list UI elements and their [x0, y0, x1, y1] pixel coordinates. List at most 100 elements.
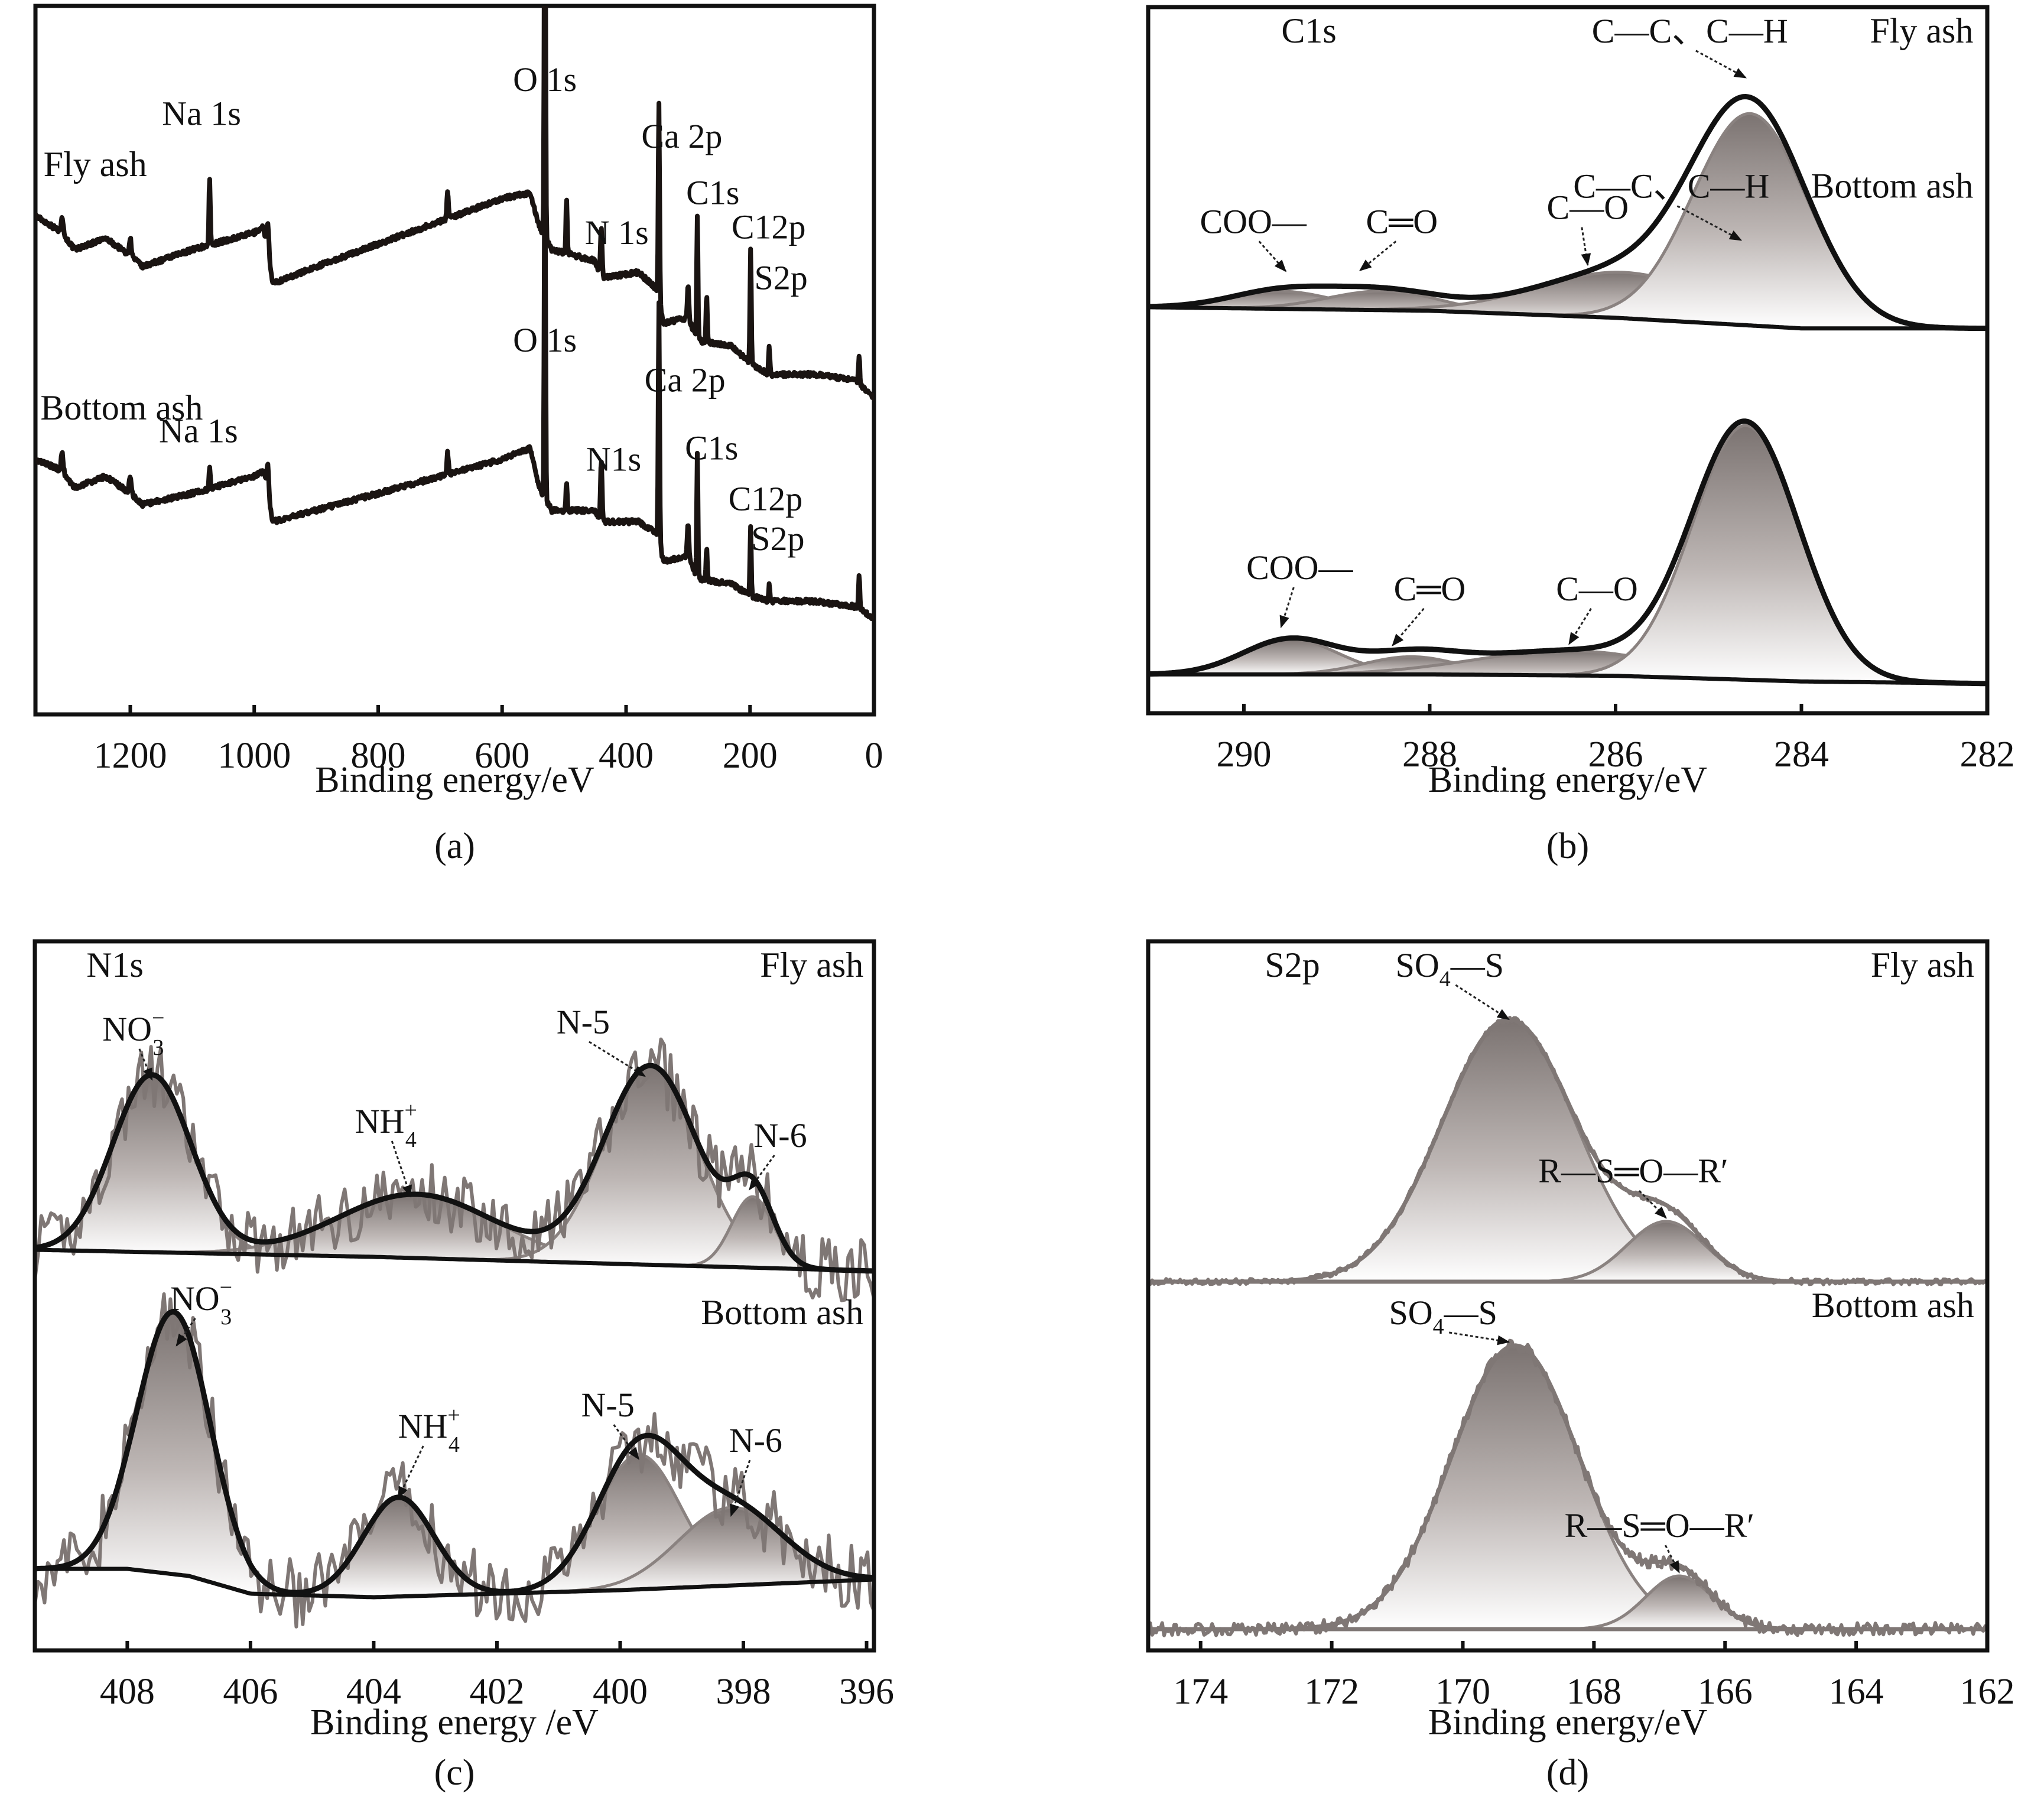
peak-label-n-6: N-6 — [729, 1421, 782, 1460]
x-tick-label: 170 — [1435, 1672, 1490, 1712]
series-fly-ash — [37, 1037, 872, 1302]
annotation-arrow — [1359, 240, 1397, 272]
annotation-arrow — [1258, 240, 1287, 272]
annotation-arrow — [1448, 1331, 1510, 1346]
x-tick-label: 396 — [839, 1672, 894, 1712]
peak-label-na-1s: Na 1s — [162, 94, 241, 132]
panel-a: 1200 1000 800 600 400 200 0 Binding energy/eV (a… — [33, 4, 883, 866]
annotation-arrow — [749, 1155, 775, 1191]
peak-label-c12p: C12p — [732, 207, 806, 246]
peak-label-ca-2p: Ca 2p — [641, 117, 722, 155]
x-tick-label: 1200 — [93, 736, 167, 776]
plot-area — [37, 1037, 872, 1629]
peak-label-c-o: C—O — [1547, 188, 1629, 227]
panel-c: 408 406 404 402 400 398 396 Binding energy /eV (… — [33, 939, 894, 1793]
sample-label-fly-ash: Fly ash — [44, 145, 147, 184]
fit-envelope — [37, 1062, 872, 1274]
x-tick-label: 402 — [469, 1672, 524, 1712]
series-fly-ash — [1150, 1015, 1985, 1286]
peak-label-n-6: N-6 — [753, 1116, 807, 1155]
annotation-arrow — [176, 1318, 196, 1347]
x-tick-label: 400 — [599, 736, 654, 776]
x-tick-label: 398 — [716, 1672, 771, 1712]
plot-area — [1150, 1015, 1985, 1637]
annotation-arrow — [1279, 587, 1295, 629]
annotation-arrow — [730, 1460, 751, 1517]
sample-label-bottom-ash: Bottom ash — [1811, 167, 1973, 206]
x-tick-label: 800 — [350, 736, 405, 776]
x-tick-label: 404 — [346, 1672, 401, 1712]
x-tick-label: 174 — [1173, 1672, 1228, 1712]
peak-label-s2p: S2p — [751, 519, 804, 558]
plot-frame — [1146, 939, 1990, 1653]
series-bottom-ash — [1150, 418, 1985, 687]
x-axis-title: Binding energy/eV — [1428, 760, 1708, 800]
x-tick-label: 168 — [1567, 1672, 1621, 1712]
peak-label-nh4: NH+ 4 — [398, 1403, 460, 1457]
fit-envelope — [37, 1309, 872, 1595]
fit-envelope — [1150, 1017, 1985, 1284]
series-bottom-ash — [37, 1292, 872, 1629]
peak-label-no3: NO− 3 — [102, 1006, 164, 1060]
annotation-arrow — [1392, 607, 1425, 646]
spectrum-bottom-ash — [35, 170, 874, 622]
sample-label-fly-ash: Fly ash — [1870, 11, 1973, 50]
plot-frame — [1146, 5, 1990, 716]
peak-label-c1s: C1s — [686, 174, 739, 212]
annotation-arrow — [397, 1445, 424, 1499]
x-tick-label: 162 — [1960, 1672, 2015, 1712]
plot-frame — [33, 939, 876, 1653]
x-tick-label: 200 — [723, 736, 778, 776]
component-peak-so4-s — [1185, 1344, 1847, 1631]
raw-spectrum — [37, 1037, 872, 1302]
background-line — [37, 1566, 872, 1600]
panel-b: 290 288 286 284 282 Binding energy/eV (b) C1s C—… — [1146, 5, 2015, 866]
sample-label-bottom-ash: Bottom ash — [40, 388, 203, 427]
x-tick-label: 406 — [223, 1672, 278, 1712]
annotation-arrow — [589, 1041, 646, 1077]
x-tick-label: 282 — [1960, 734, 2015, 775]
annotation-arrow — [1455, 984, 1510, 1020]
peak-label-n-5: N-5 — [557, 1003, 610, 1041]
peak-label-so4-s: SO4—S — [1389, 1294, 1497, 1339]
core-level-label-c1s: C1s — [1281, 11, 1336, 50]
peak-label-o-1s: O 1s — [513, 321, 577, 359]
peak-label-n-5: N-5 — [581, 1386, 635, 1424]
background-line — [37, 1247, 872, 1273]
fit-envelope — [1150, 1343, 1985, 1632]
panel-caption: (b) — [1546, 826, 1589, 866]
panel-caption: (d) — [1546, 1753, 1589, 1793]
peak-label-n1s: N1s — [586, 440, 641, 479]
peak-label-s2p: S2p — [755, 259, 808, 297]
x-axis-title: Binding energy/eV — [1428, 1702, 1708, 1743]
core-level-label-n1s: N1s — [86, 945, 144, 984]
spectrum-fly-ash — [35, 6, 874, 401]
component-peak-nh4 — [216, 1496, 581, 1599]
x-tick-label: 600 — [475, 736, 529, 776]
peak-label-c-o: C—O — [1556, 570, 1638, 608]
x-tick-label: 172 — [1304, 1672, 1359, 1712]
peak-label-n-1s: N 1s — [585, 213, 649, 252]
peak-label-coo: COO— — [1246, 548, 1353, 587]
x-tick-label: 0 — [865, 736, 883, 776]
peak-label-c-o: C═O — [1394, 570, 1466, 608]
peak-label-c1s: C1s — [685, 428, 738, 467]
peak-label-na-1s: Na 1s — [159, 412, 238, 450]
peak-label-c-c-c-h: C—C、C—H — [1592, 12, 1788, 50]
peak-label-ca-2p: Ca 2p — [645, 360, 726, 399]
series-fly-ash — [1150, 94, 1985, 332]
raw-spectrum — [37, 1292, 872, 1629]
fit-envelope — [1150, 418, 1985, 687]
annotation-arrow — [613, 1424, 639, 1460]
peak-label-so4-s: SO4—S — [1396, 946, 1504, 992]
peak-label-o-1s: O 1s — [513, 60, 577, 99]
annotation-arrow — [1695, 50, 1747, 79]
core-level-label-s2p: S2p — [1265, 945, 1320, 984]
plot-frame — [33, 4, 876, 717]
peak-label-nh4: NH+ 4 — [355, 1098, 417, 1152]
peak-label-c-o: C═O — [1366, 202, 1438, 240]
x-tick-label: 288 — [1402, 734, 1457, 775]
x-tick-label: 408 — [100, 1672, 155, 1712]
peak-label-c-c-c-h: C—C、C—H — [1573, 167, 1769, 206]
